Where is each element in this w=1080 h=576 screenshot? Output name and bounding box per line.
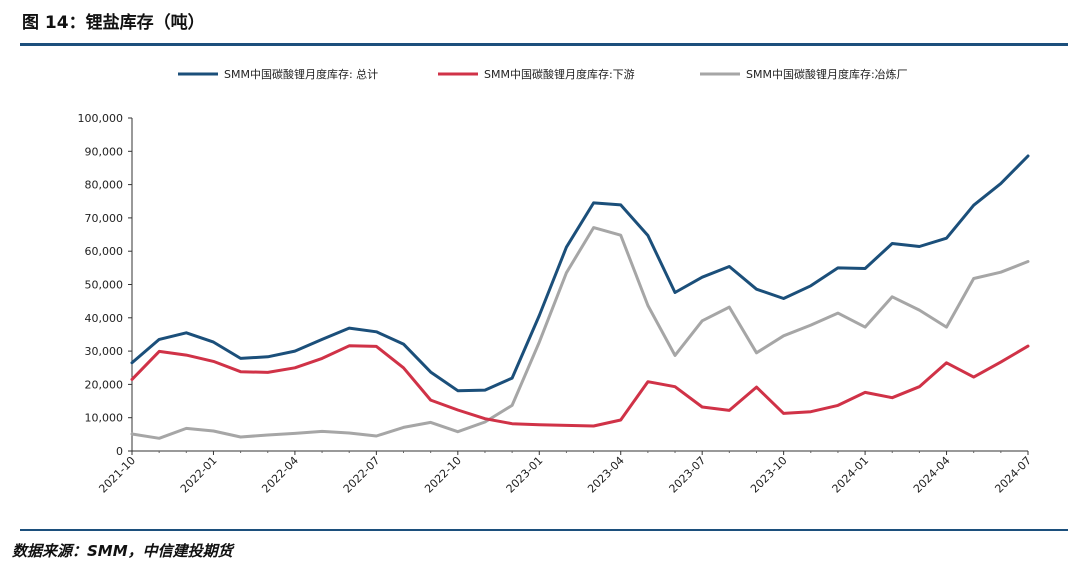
chart-legend: SMM中国碳酸锂月度库存: 总计 SMM中国碳酸锂月度库存:下游 SMM中国碳酸锂月… xyxy=(178,67,908,81)
x-tick-label: 2023-07 xyxy=(667,454,709,496)
chart-series xyxy=(130,154,1030,440)
x-tick-label: 2023-01 xyxy=(504,454,546,496)
x-tick-label: 2023-10 xyxy=(748,454,790,496)
series-line xyxy=(130,154,1030,393)
y-tick-label: 100,000 xyxy=(78,112,124,125)
y-tick-label: 50,000 xyxy=(85,279,124,292)
y-tick-label: 0 xyxy=(116,445,123,458)
legend-label: SMM中国碳酸锂月度库存:冶炼厂 xyxy=(746,67,908,81)
y-tick-label: 70,000 xyxy=(85,212,124,225)
x-tick-label: 2024-04 xyxy=(911,454,953,496)
y-tick-label: 60,000 xyxy=(85,245,124,258)
data-source: 数据来源：SMM，中信建投期货 xyxy=(12,542,233,560)
bottom-divider xyxy=(20,529,1068,531)
top-divider xyxy=(20,43,1068,46)
y-tick-label: 40,000 xyxy=(85,312,124,325)
series-line xyxy=(130,344,1030,428)
series-line xyxy=(130,226,1030,440)
x-tick-label: 2022-04 xyxy=(259,454,301,496)
x-tick-label: 2022-10 xyxy=(422,454,464,496)
x-tick-label: 2024-07 xyxy=(992,454,1034,496)
chart-title: 图 14：锂盐库存（吨） xyxy=(22,13,205,33)
y-tick-label: 90,000 xyxy=(85,145,124,158)
legend-label: SMM中国碳酸锂月度库存: 总计 xyxy=(224,67,378,81)
x-tick-label: 2023-04 xyxy=(585,454,627,496)
y-tick-label: 30,000 xyxy=(85,345,124,358)
y-tick-label: 10,000 xyxy=(85,412,124,425)
x-tick-label: 2024-01 xyxy=(830,454,872,496)
x-tick-label: 2022-07 xyxy=(341,454,383,496)
x-tick-label: 2021-10 xyxy=(96,454,138,496)
y-tick-label: 20,000 xyxy=(85,378,124,391)
line-chart: SMM中国碳酸锂月度库存: 总计 SMM中国碳酸锂月度库存:下游 SMM中国碳酸锂月… xyxy=(78,67,1035,496)
legend-label: SMM中国碳酸锂月度库存:下游 xyxy=(484,67,635,81)
x-tick-label: 2022-01 xyxy=(178,454,220,496)
y-tick-label: 80,000 xyxy=(85,179,124,192)
